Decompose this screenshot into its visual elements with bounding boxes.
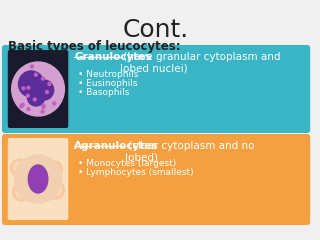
Circle shape <box>42 77 44 80</box>
FancyBboxPatch shape <box>2 45 310 133</box>
Circle shape <box>35 73 37 76</box>
Circle shape <box>14 162 25 174</box>
FancyBboxPatch shape <box>8 50 68 128</box>
Circle shape <box>11 159 28 177</box>
Text: Granulocytes: Granulocytes <box>74 52 152 62</box>
Text: • Lymphocytes (smallest): • Lymphocytes (smallest) <box>78 168 194 177</box>
Text: Agranulocytes: Agranulocytes <box>74 141 159 151</box>
Circle shape <box>21 103 24 106</box>
Circle shape <box>45 90 49 94</box>
Circle shape <box>53 102 56 105</box>
Circle shape <box>16 186 27 198</box>
Circle shape <box>45 161 62 179</box>
Circle shape <box>19 71 44 97</box>
Circle shape <box>27 86 30 89</box>
Circle shape <box>42 104 45 107</box>
Circle shape <box>13 183 30 201</box>
Circle shape <box>15 155 61 203</box>
FancyBboxPatch shape <box>2 134 310 225</box>
Circle shape <box>47 181 64 199</box>
Circle shape <box>30 65 33 68</box>
Text: Basic types of leucocytes:: Basic types of leucocytes: <box>8 40 180 53</box>
Circle shape <box>20 105 23 108</box>
Circle shape <box>48 83 51 86</box>
Circle shape <box>27 108 30 111</box>
Circle shape <box>48 164 60 176</box>
Circle shape <box>41 110 44 113</box>
Circle shape <box>50 184 61 196</box>
Text: • Eusinophils: • Eusinophils <box>78 79 138 88</box>
Text: • Monocytes (largest): • Monocytes (largest) <box>78 159 176 168</box>
Circle shape <box>12 62 64 116</box>
Text: • Neutrophils: • Neutrophils <box>78 70 139 79</box>
Circle shape <box>27 94 29 97</box>
Text: (have granular cytoplasm and
lobed nuclei): (have granular cytoplasm and lobed nucle… <box>120 52 281 74</box>
FancyBboxPatch shape <box>8 138 68 220</box>
Text: Cont.: Cont. <box>123 18 189 42</box>
Circle shape <box>27 88 45 106</box>
Circle shape <box>34 80 54 100</box>
Text: • Basophils: • Basophils <box>78 88 129 97</box>
Circle shape <box>42 106 45 108</box>
Circle shape <box>33 98 36 101</box>
Text: (clear cytoplasm and no
lobed): (clear cytoplasm and no lobed) <box>125 141 254 163</box>
Circle shape <box>22 87 25 90</box>
Ellipse shape <box>28 165 48 193</box>
